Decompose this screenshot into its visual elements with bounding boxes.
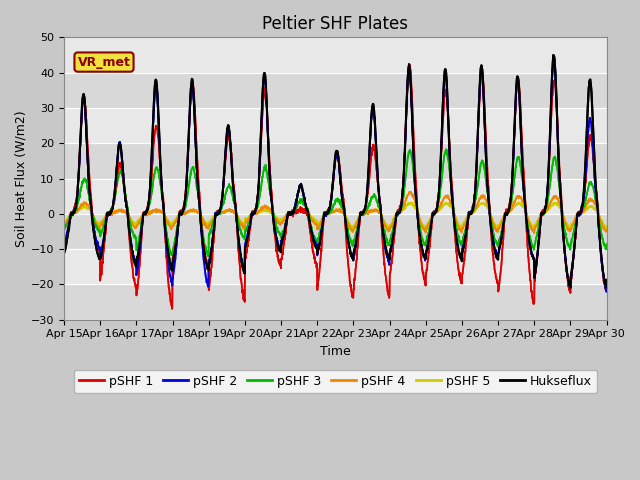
Hukseflux [493, 253, 500, 259]
pSHF 1 [168, 306, 176, 312]
Line: pSHF 5: pSHF 5 [64, 203, 607, 229]
pSHF 2 [351, 250, 358, 256]
pSHF 4 [406, 189, 413, 195]
pSHF 4 [531, 230, 538, 236]
pSHF 3 [351, 235, 359, 241]
Bar [64, 108, 607, 143]
Bar [64, 179, 607, 214]
pSHF 5 [515, 200, 522, 205]
pSHF 3 [212, 210, 220, 216]
Hukseflux [363, 195, 371, 201]
pSHF 1 [570, 249, 578, 254]
Line: pSHF 2: pSHF 2 [64, 58, 607, 292]
Line: Hukseflux: Hukseflux [64, 55, 607, 288]
pSHF 1 [493, 277, 501, 283]
pSHF 1 [363, 199, 371, 204]
pSHF 3 [493, 242, 501, 248]
Bar [64, 285, 607, 320]
Line: pSHF 3: pSHF 3 [64, 149, 607, 256]
pSHF 2 [211, 214, 219, 219]
Hukseflux [351, 245, 358, 251]
pSHF 4 [351, 224, 358, 229]
pSHF 1 [405, 61, 413, 67]
pSHF 5 [351, 221, 358, 227]
pSHF 3 [204, 253, 212, 259]
Bar [64, 143, 607, 179]
Y-axis label: Soil Heat Flux (W/m2): Soil Heat Flux (W/m2) [15, 110, 28, 247]
pSHF 4 [363, 210, 371, 216]
Line: pSHF 1: pSHF 1 [64, 64, 607, 309]
pSHF 3 [603, 241, 611, 247]
Legend: pSHF 1, pSHF 2, pSHF 3, pSHF 4, pSHF 5, Hukseflux: pSHF 1, pSHF 2, pSHF 3, pSHF 4, pSHF 5, … [74, 370, 597, 393]
Hukseflux [550, 52, 557, 58]
pSHF 4 [556, 198, 563, 204]
pSHF 3 [60, 227, 68, 232]
pSHF 5 [211, 212, 219, 217]
pSHF 4 [603, 227, 611, 232]
pSHF 2 [60, 243, 68, 249]
pSHF 1 [212, 211, 220, 216]
Bar [64, 249, 607, 285]
Hukseflux [211, 214, 219, 220]
Hukseflux [566, 285, 574, 291]
Line: pSHF 4: pSHF 4 [64, 192, 607, 233]
pSHF 2 [555, 165, 563, 170]
pSHF 2 [363, 195, 371, 201]
pSHF 4 [493, 227, 501, 232]
pSHF 1 [60, 244, 68, 250]
pSHF 3 [570, 228, 578, 234]
Bar [64, 37, 607, 72]
pSHF 2 [603, 279, 611, 285]
pSHF 3 [556, 181, 563, 187]
pSHF 5 [556, 204, 563, 210]
Text: VR_met: VR_met [77, 56, 131, 69]
pSHF 5 [570, 218, 578, 224]
pSHF 2 [602, 289, 610, 295]
Hukseflux [60, 250, 68, 256]
Hukseflux [570, 245, 578, 251]
Bar [64, 214, 607, 249]
Hukseflux [555, 164, 563, 169]
pSHF 4 [60, 224, 68, 230]
pSHF 4 [211, 212, 219, 217]
Hukseflux [603, 277, 611, 283]
Bar [64, 72, 607, 108]
pSHF 1 [603, 277, 611, 283]
pSHF 5 [603, 223, 611, 229]
X-axis label: Time: Time [320, 345, 351, 358]
pSHF 3 [442, 146, 450, 152]
Title: Peltier SHF Plates: Peltier SHF Plates [262, 15, 408, 33]
pSHF 3 [363, 206, 371, 212]
pSHF 5 [458, 226, 466, 232]
pSHF 5 [363, 209, 371, 215]
pSHF 2 [493, 250, 500, 256]
pSHF 4 [570, 219, 578, 225]
pSHF 5 [493, 224, 501, 230]
pSHF 1 [351, 273, 359, 279]
pSHF 5 [60, 221, 68, 227]
pSHF 1 [556, 156, 563, 161]
pSHF 2 [550, 55, 557, 61]
pSHF 2 [570, 251, 578, 256]
